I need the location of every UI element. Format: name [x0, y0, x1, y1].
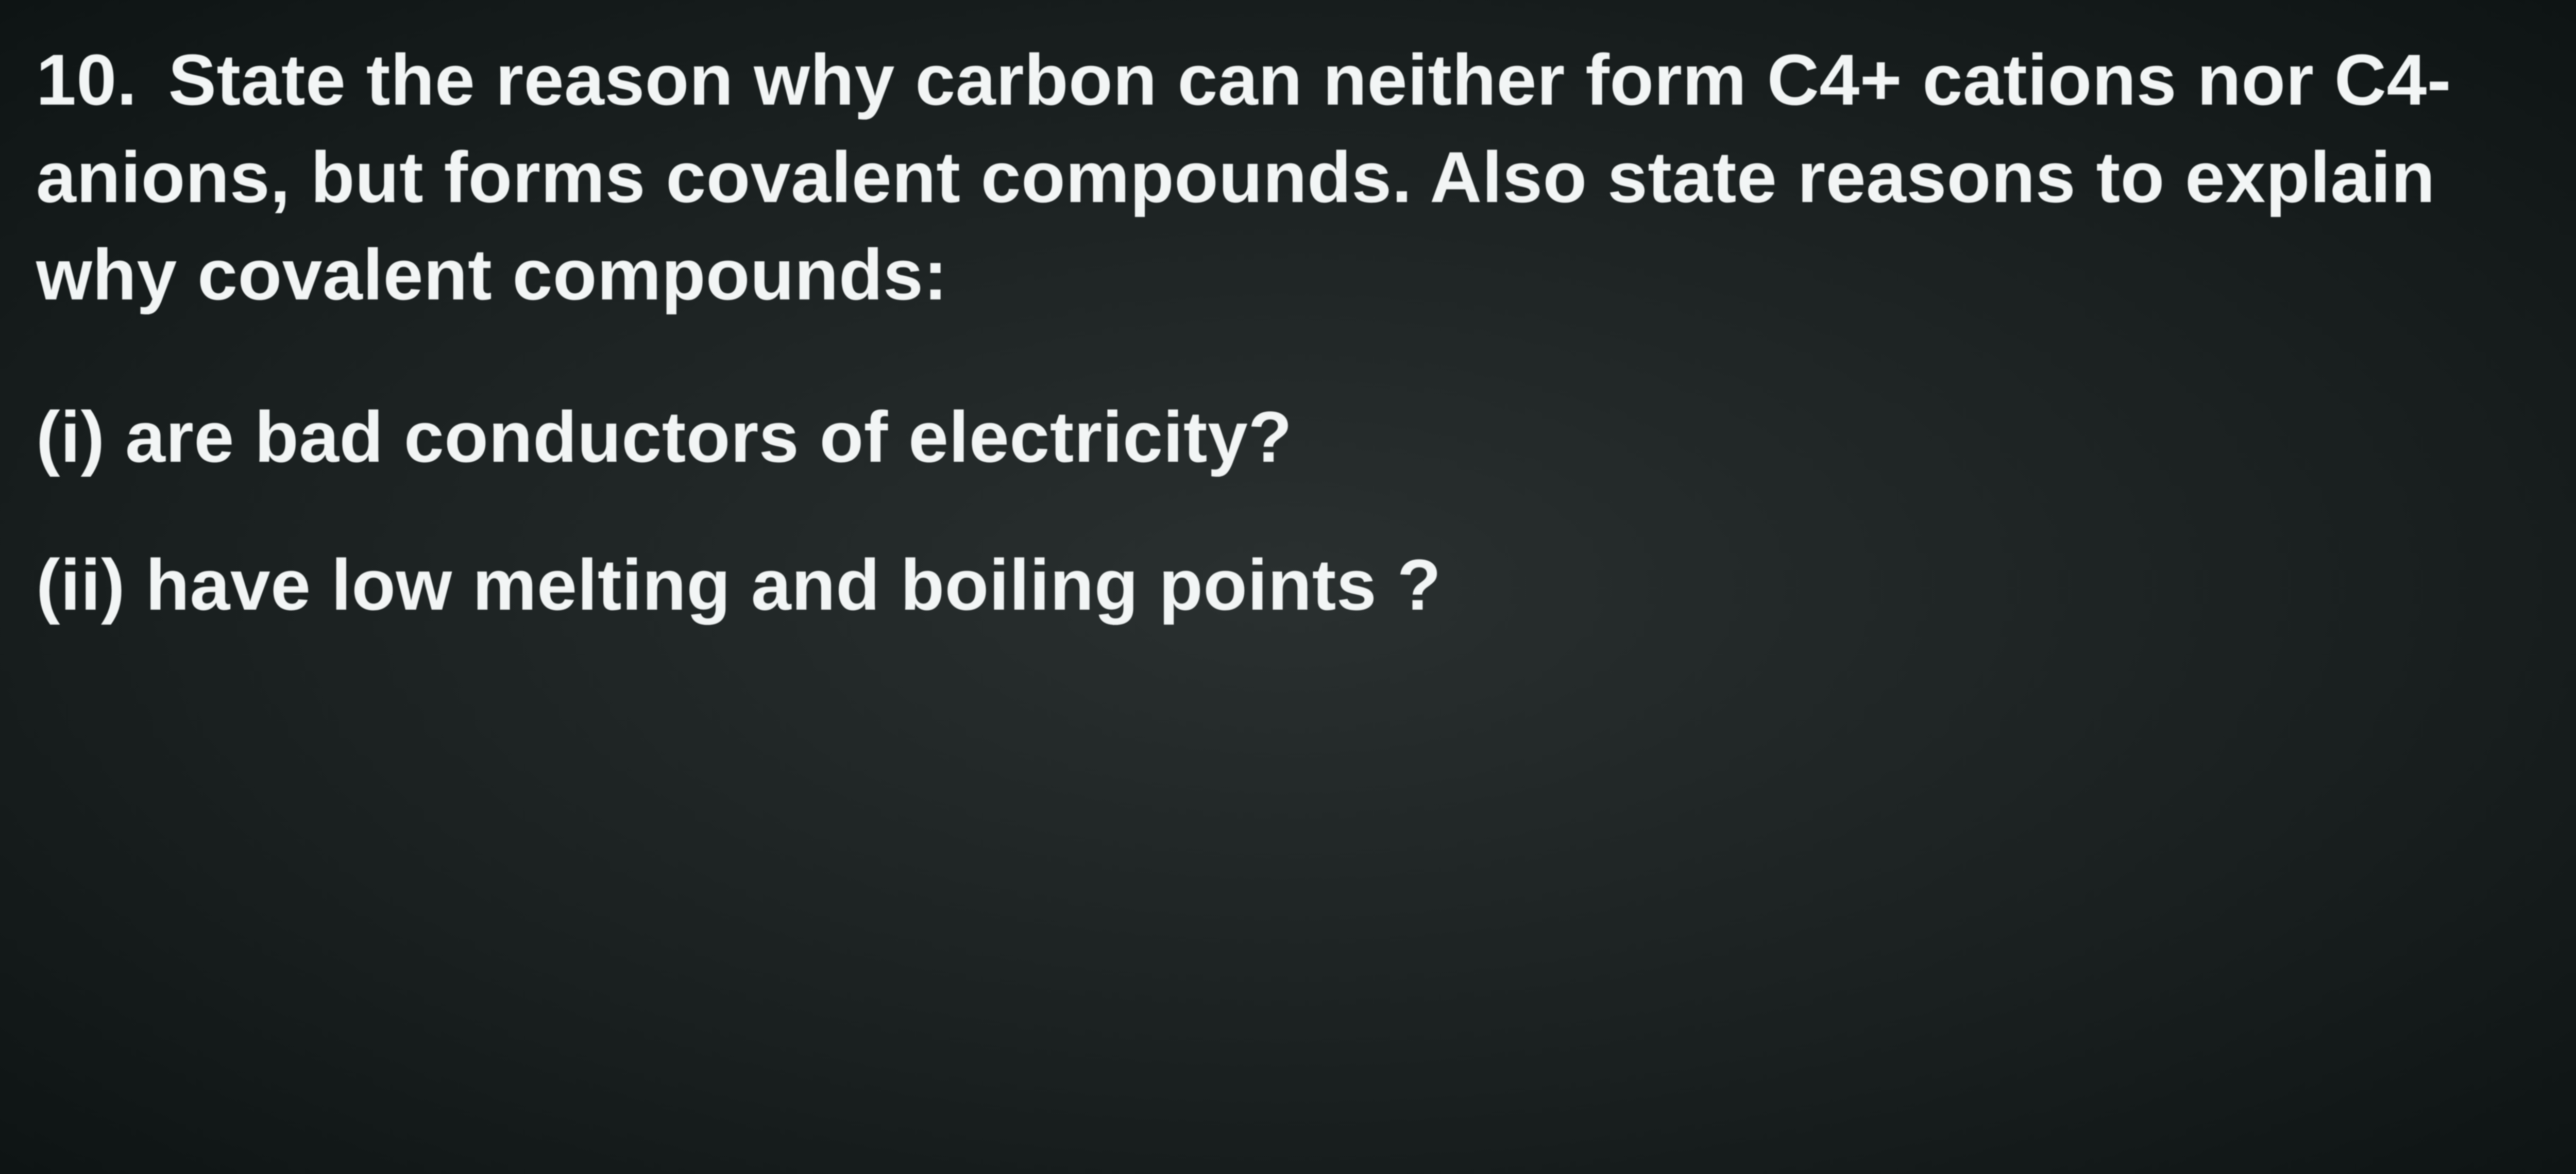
subpart-2-label: (ii) [36, 544, 125, 625]
subpart-2: (ii) have low melting and boiling points… [36, 536, 2540, 633]
question-main-text: State the reason why carbon can neither … [36, 39, 2451, 315]
subpart-2-text: have low melting and boiling points ? [145, 544, 1441, 625]
question-number: 10. [36, 39, 137, 120]
subpart-1: (i) are bad conductors of electricity? [36, 388, 2540, 485]
question-block: 10. State the reason why carbon can neit… [36, 31, 2540, 684]
question-main-para: 10. State the reason why carbon can neit… [36, 31, 2540, 323]
subpart-1-label: (i) [36, 396, 105, 477]
subpart-1-text: are bad conductors of electricity? [125, 396, 1292, 477]
